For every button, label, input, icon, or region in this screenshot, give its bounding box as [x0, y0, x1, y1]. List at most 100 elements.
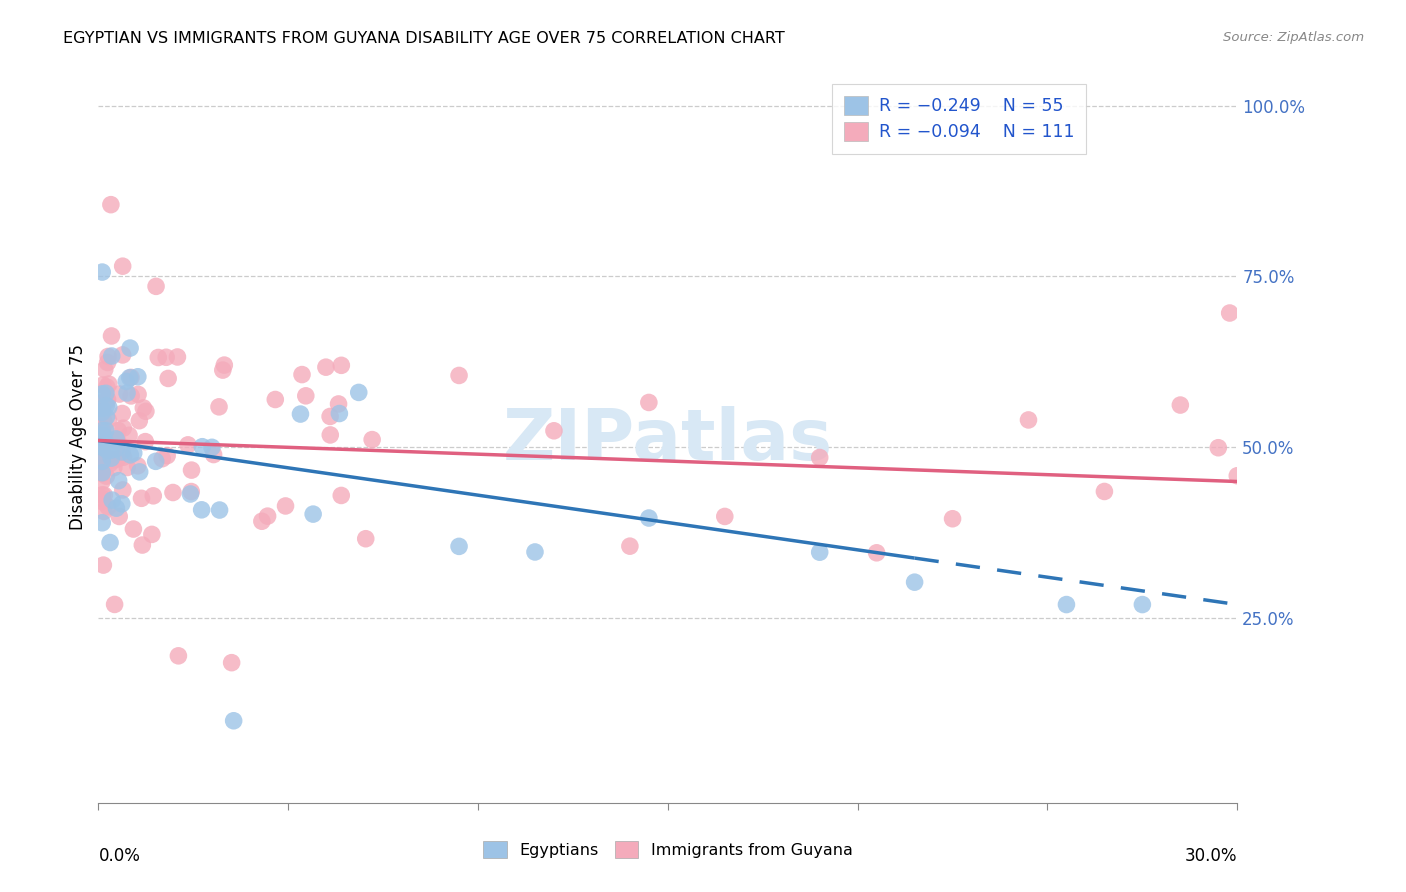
- Point: [96, 409, 118, 424]
- Point: [105, 501, 128, 516]
- Point: [328, 397, 350, 411]
- Point: [96, 380, 118, 394]
- Point: [91, 494, 114, 508]
- Point: [1219, 306, 1241, 320]
- Point: [100, 349, 122, 363]
- Point: [97, 413, 120, 427]
- Point: [98, 457, 121, 471]
- Point: [103, 460, 125, 475]
- Point: [302, 507, 325, 521]
- Point: [107, 474, 129, 488]
- Point: [93, 558, 115, 573]
- Point: [91, 424, 114, 438]
- Text: 30.0%: 30.0%: [1185, 847, 1237, 864]
- Point: [524, 545, 547, 559]
- Point: [145, 454, 167, 468]
- Point: [134, 434, 156, 449]
- Point: [91, 386, 114, 401]
- Point: [256, 509, 278, 524]
- Point: [132, 401, 155, 415]
- Point: [180, 463, 202, 477]
- Point: [111, 407, 134, 421]
- Point: [141, 527, 163, 541]
- Point: [91, 378, 114, 392]
- Point: [638, 511, 661, 525]
- Point: [808, 450, 831, 465]
- Point: [91, 433, 114, 447]
- Text: 0.0%: 0.0%: [98, 847, 141, 864]
- Point: [1170, 398, 1192, 412]
- Point: [354, 532, 377, 546]
- Point: [105, 442, 128, 456]
- Point: [115, 375, 138, 389]
- Point: [98, 535, 121, 549]
- Point: [100, 329, 122, 343]
- Point: [177, 438, 200, 452]
- Point: [157, 371, 180, 385]
- Point: [250, 514, 273, 528]
- Point: [91, 443, 114, 458]
- Point: [97, 392, 120, 407]
- Point: [202, 448, 225, 462]
- Point: [211, 363, 233, 377]
- Point: [111, 497, 134, 511]
- Point: [142, 489, 165, 503]
- Point: [111, 348, 134, 362]
- Point: [120, 448, 142, 462]
- Point: [108, 509, 131, 524]
- Point: [156, 449, 179, 463]
- Point: [108, 387, 131, 401]
- Point: [107, 424, 129, 438]
- Point: [91, 464, 114, 478]
- Point: [290, 407, 312, 421]
- Point: [91, 395, 114, 409]
- Point: [166, 350, 188, 364]
- Point: [91, 456, 114, 470]
- Point: [328, 407, 350, 421]
- Point: [330, 488, 353, 502]
- Point: [97, 355, 120, 369]
- Point: [1208, 441, 1230, 455]
- Point: [291, 368, 314, 382]
- Point: [221, 656, 243, 670]
- Point: [111, 445, 134, 459]
- Point: [91, 440, 114, 454]
- Point: [91, 454, 114, 468]
- Point: [319, 428, 342, 442]
- Point: [96, 399, 118, 413]
- Point: [1226, 468, 1249, 483]
- Point: [1132, 598, 1154, 612]
- Text: Source: ZipAtlas.com: Source: ZipAtlas.com: [1223, 31, 1364, 45]
- Point: [91, 405, 114, 419]
- Point: [91, 488, 114, 502]
- Point: [150, 451, 173, 466]
- Point: [104, 598, 127, 612]
- Point: [91, 404, 114, 418]
- Point: [120, 389, 142, 403]
- Point: [96, 443, 118, 458]
- Point: [97, 350, 120, 364]
- Point: [97, 401, 120, 415]
- Point: [93, 488, 115, 502]
- Point: [91, 456, 114, 470]
- Point: [208, 503, 231, 517]
- Point: [91, 447, 114, 461]
- Point: [93, 429, 115, 443]
- Point: [294, 389, 316, 403]
- Point: [638, 395, 661, 409]
- Text: ZIPatlas: ZIPatlas: [503, 406, 832, 475]
- Point: [1056, 598, 1078, 612]
- Point: [93, 417, 115, 432]
- Point: [100, 451, 122, 466]
- Point: [449, 540, 471, 554]
- Point: [127, 369, 149, 384]
- Point: [866, 546, 889, 560]
- Point: [91, 466, 114, 480]
- Point: [208, 400, 231, 414]
- Point: [145, 279, 167, 293]
- Point: [118, 370, 141, 384]
- Point: [319, 409, 342, 424]
- Point: [91, 491, 114, 506]
- Legend: R = −0.249    N = 55, R = −0.094    N = 111: R = −0.249 N = 55, R = −0.094 N = 111: [832, 84, 1087, 153]
- Point: [361, 433, 384, 447]
